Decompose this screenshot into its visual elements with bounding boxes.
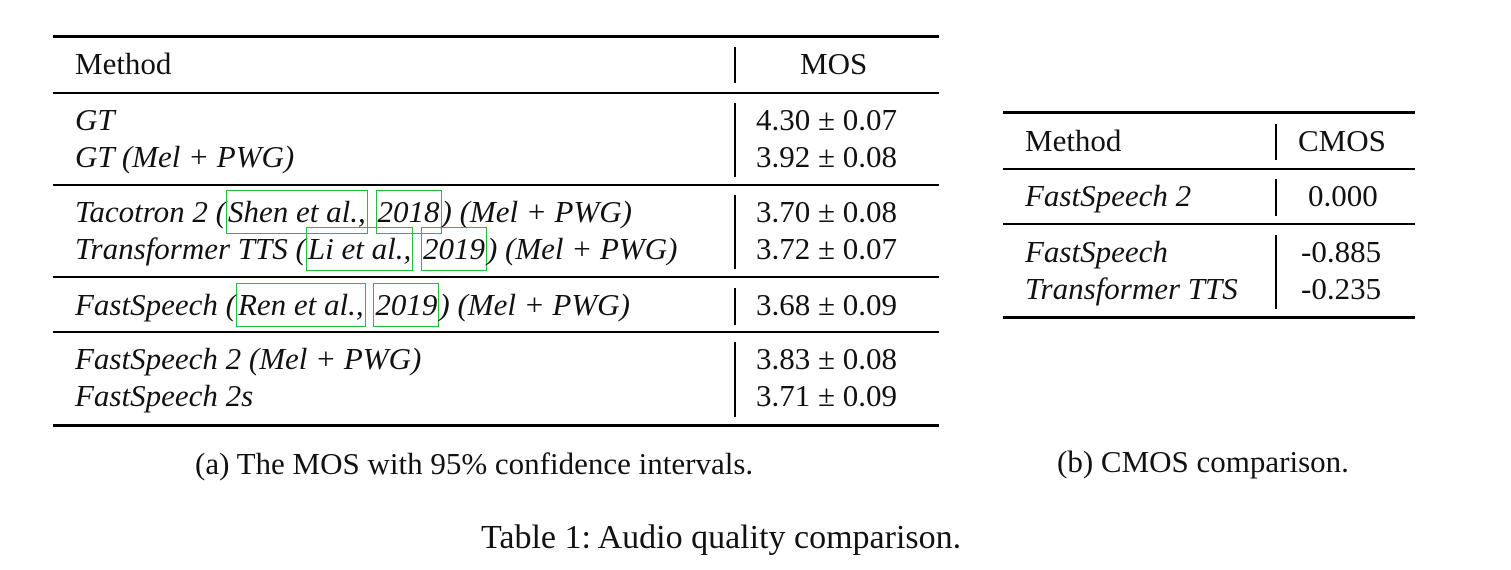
top-rule bbox=[1003, 111, 1415, 114]
group-rule bbox=[53, 184, 939, 186]
row-score: 0.000 bbox=[1308, 178, 1378, 213]
subtable-a-caption: (a) The MOS with 95% confidence interval… bbox=[195, 446, 754, 481]
cmos-table: Method CMOS FastSpeech 2 0.000 FastSpeec… bbox=[1003, 111, 1415, 323]
table-caption: Table 1: Audio quality comparison. bbox=[481, 519, 962, 556]
subtable-b-caption: (b) CMOS comparison. bbox=[1057, 444, 1349, 479]
column-divider bbox=[734, 103, 736, 177]
row-method: GT (Mel + PWG) bbox=[75, 139, 295, 174]
row-score: 3.83 ± 0.08 bbox=[756, 341, 898, 376]
header-method: Method bbox=[1025, 123, 1122, 158]
row-method: GT bbox=[75, 102, 115, 137]
citation-link[interactable]: Ren et al., bbox=[235, 282, 366, 327]
row-method: FastSpeech 2 bbox=[1025, 178, 1192, 213]
row-score: 3.71 ± 0.09 bbox=[756, 378, 898, 413]
row-score: 4.30 ± 0.07 bbox=[756, 102, 898, 137]
column-divider bbox=[1275, 235, 1277, 309]
row-method: Transformer TTS bbox=[1025, 271, 1238, 306]
row-method: FastSpeech (Ren et al., 2019) (Mel + PWG… bbox=[75, 282, 630, 327]
citation-year-link[interactable]: 2019 bbox=[373, 282, 440, 327]
row-method: FastSpeech 2 (Mel + PWG) bbox=[75, 341, 422, 376]
citation-year-link[interactable]: 2018 bbox=[375, 189, 442, 234]
header-rule bbox=[53, 92, 939, 94]
row-score: 3.72 ± 0.07 bbox=[756, 231, 898, 266]
row-method: FastSpeech 2s bbox=[75, 378, 254, 413]
row-score: 3.68 ± 0.09 bbox=[756, 287, 898, 322]
mos-table: Method MOS GT GT (Mel + PWG) 4.30 ± 0.07… bbox=[53, 35, 939, 430]
column-divider bbox=[1275, 179, 1277, 216]
group-rule bbox=[53, 331, 939, 333]
top-rule bbox=[53, 35, 939, 38]
row-score: 3.70 ± 0.08 bbox=[756, 194, 898, 229]
group-rule bbox=[53, 276, 939, 278]
header-rule bbox=[1003, 168, 1415, 170]
header-mos: MOS bbox=[800, 46, 868, 81]
row-method: Tacotron 2 (Shen et al., 2018) (Mel + PW… bbox=[75, 189, 632, 234]
row-score: -0.885 bbox=[1301, 234, 1382, 269]
column-divider bbox=[734, 342, 736, 417]
column-divider bbox=[734, 288, 736, 325]
citation-link[interactable]: Shen et al., bbox=[226, 189, 368, 234]
column-divider bbox=[734, 195, 736, 269]
row-method: FastSpeech bbox=[1025, 234, 1168, 269]
bottom-rule bbox=[53, 424, 939, 427]
group-rule bbox=[1003, 223, 1415, 225]
row-score: 3.92 ± 0.08 bbox=[756, 139, 898, 174]
row-score: -0.235 bbox=[1301, 271, 1382, 306]
row-method: Transformer TTS (Li et al., 2019) (Mel +… bbox=[75, 226, 677, 271]
citation-year-link[interactable]: 2019 bbox=[420, 226, 487, 271]
column-divider bbox=[734, 47, 736, 83]
citation-link[interactable]: Li et al., bbox=[305, 226, 414, 271]
header-method: Method bbox=[75, 46, 172, 81]
bottom-rule bbox=[1003, 316, 1415, 319]
column-divider bbox=[1275, 124, 1277, 160]
header-cmos: CMOS bbox=[1298, 123, 1386, 158]
